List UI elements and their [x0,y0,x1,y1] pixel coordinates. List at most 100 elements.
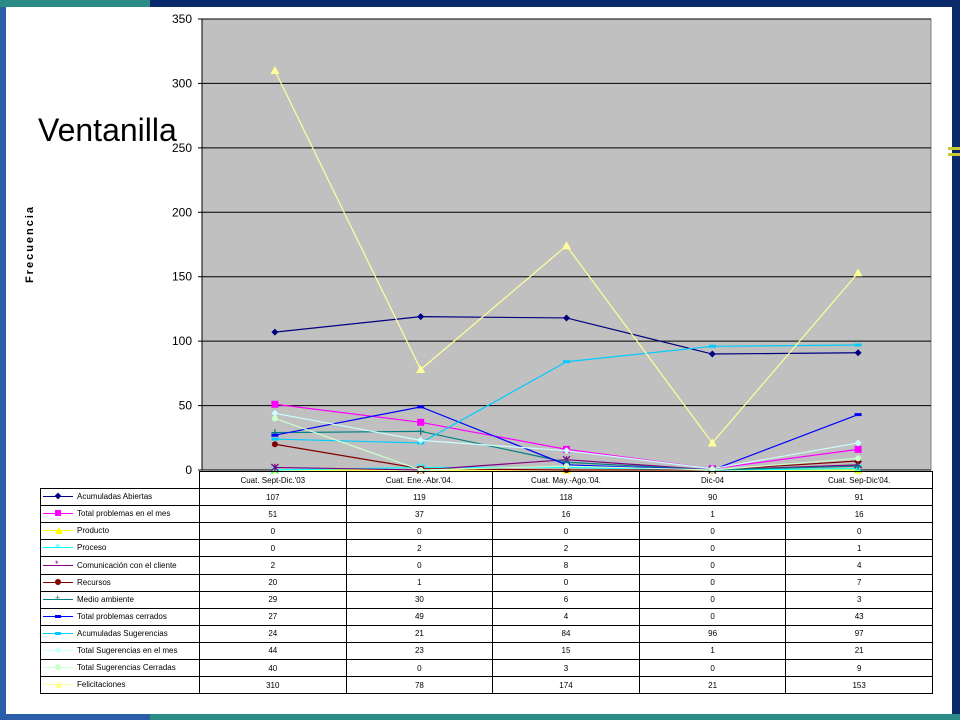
legend-line [43,547,73,549]
legend-key: + [43,593,73,605]
data-point [271,400,279,408]
data-label: 27 [199,607,347,626]
data-point [271,415,278,422]
data-label: 0 [638,573,787,592]
data-point [417,427,425,435]
data-point [707,438,717,447]
data-label: 21 [345,624,494,643]
legend-key [43,492,73,502]
legend-label: Total problemas cerrados [77,611,167,621]
legend-label: Acumuladas Sugerencias [77,629,168,638]
left-frame-bar [0,7,6,720]
data-label: 49 [345,607,494,626]
top-frame-bar [0,0,960,7]
table-row: Total problemas cerrados 27 49 4 0 43 [40,607,933,626]
data-label: 6 [492,590,640,609]
data-label: 174 [492,676,640,695]
right-frame-bar [952,0,960,720]
legend-key [43,680,73,690]
legend-cell: × Proceso [40,539,200,558]
data-point [271,409,279,417]
data-point [417,313,425,321]
y-tick-label: 200 [172,205,192,219]
data-label: 0 [638,659,787,678]
legend-key: * [43,558,73,571]
data-label: 2 [345,539,494,558]
legend-cell: * Comunicación con el cliente [40,556,200,575]
data-label: 0 [638,590,787,609]
legend-label: Acumuladas Abiertas [77,492,153,502]
legend-label: Recursos [77,577,111,587]
legend-cell: Total problemas cerrados [40,607,200,626]
legend-label: Producto [77,526,110,536]
table-row: Acumuladas Sugerencias 24 21 84 96 97 [40,624,933,643]
y-tick-label: 100 [172,334,192,348]
data-label: 15 [492,641,640,661]
data-label: 96 [638,624,787,643]
legend-marker [55,664,61,671]
data-label: 3 [492,659,640,678]
data-label: 21 [785,641,933,661]
legend-label: Total Sugerencias Cerradas [77,663,176,673]
data-point [708,350,716,358]
data-label: 0 [638,607,787,626]
data-label: 0 [492,522,640,541]
data-point [417,405,425,409]
line-chart: 0 50 100 150 200 250 300 350 [172,12,932,477]
legend-cell: Total problemas en el mes [40,505,200,524]
table-row: × Proceso 0 2 2 0 1 [40,539,933,558]
data-label: 43 [785,607,933,626]
legend-label: Medio ambiente [77,594,134,604]
data-label: 91 [785,488,933,507]
data-label: 9 [785,659,933,678]
legend-label: Total problemas en el mes [77,509,171,519]
data-label: 78 [345,676,494,695]
data-label: 119 [345,488,494,507]
data-label: 90 [638,488,787,507]
data-label: 16 [785,505,933,524]
data-point [417,436,425,444]
data-label: 310 [199,676,347,695]
data-label: 8 [492,556,640,575]
y-tick-label: 300 [172,76,192,90]
legend-key [43,629,73,639]
data-point [271,437,279,441]
table-row: Total problemas en el mes 51 37 16 1 16 [40,505,933,524]
data-point [708,344,716,348]
legend-label: Proceso [77,543,107,553]
legend-marker [55,578,61,585]
legend-marker [55,614,61,618]
bottom-frame-accent [0,714,150,720]
data-label: 24 [199,624,347,643]
legend-cell: Producto [40,522,200,541]
legend-marker [55,681,63,689]
data-point [853,268,863,277]
legend-key: × [43,541,73,553]
legend-line [43,564,73,566]
legend-label: Comunicación con el cliente [77,560,177,570]
data-point [854,413,862,417]
x-category-label: Cuat. May.-Ago.'04. [492,470,640,490]
table-header-row: Cuat. Sept-Dic.'03 Cuat. Ene.-Abr.'04. Cua… [40,470,933,490]
data-label: 0 [638,556,787,575]
data-label: 1 [345,573,494,592]
data-point [270,66,280,75]
data-label: 1 [638,641,787,661]
legend-marker [54,646,62,654]
data-point [563,360,570,364]
decorative-lines [948,147,960,161]
data-label: 0 [199,522,347,541]
legend-key [43,612,73,622]
x-category-label: Dic-04 [638,470,787,490]
legend-marker: * [55,558,59,569]
legend-key [43,646,73,656]
table-row: + Medio ambiente 29 30 6 0 3 [40,590,933,609]
x-category-label: Cuat. Sep-Dic'04. [785,470,933,490]
legend-marker: × [55,541,61,552]
data-label: 107 [199,488,347,507]
data-label: 0 [345,556,494,575]
table-row: * Comunicación con el cliente 2 0 8 0 4 [40,556,933,575]
slide-title: Ventanilla [38,112,177,148]
data-point [854,445,862,453]
legend-cell: Recursos [40,573,200,592]
